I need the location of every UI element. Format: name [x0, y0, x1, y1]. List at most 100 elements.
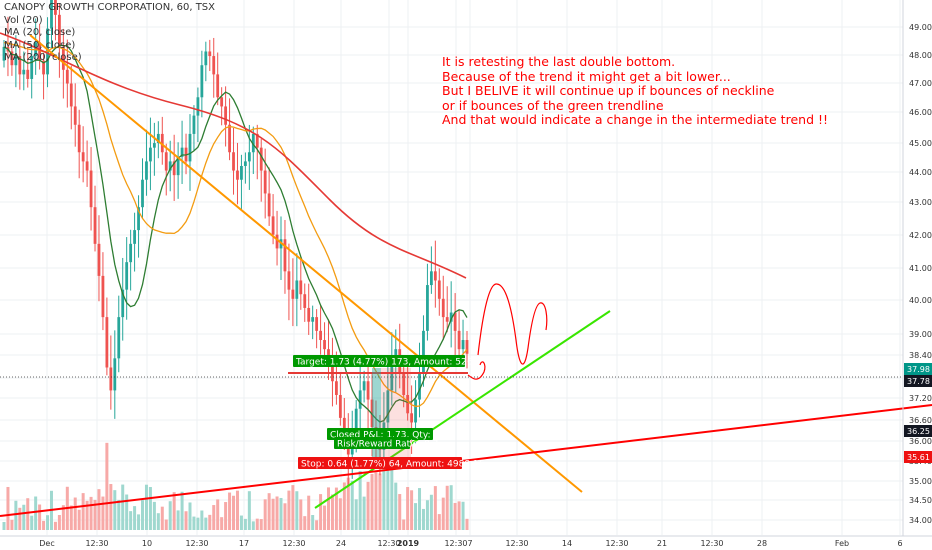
candle-body	[255, 133, 259, 148]
volume-bar	[461, 501, 465, 530]
candle-body	[196, 97, 200, 116]
downtrend-line	[29, 34, 583, 493]
candle-body	[366, 381, 370, 400]
volume-bar	[299, 499, 303, 530]
volume-bar	[390, 466, 394, 530]
volume-bar	[449, 485, 453, 530]
volume-bar	[315, 520, 319, 530]
legend-ma50[interactable]: MA (50, close)	[4, 39, 76, 51]
candle-body	[188, 133, 192, 162]
volume-bar	[192, 516, 196, 530]
x-tick-label: 24	[336, 539, 346, 548]
volume-bar	[30, 515, 34, 530]
volume-bar	[85, 500, 89, 530]
candle-body	[149, 147, 152, 162]
text-annotation[interactable]: It is retesting the last double bottom. …	[442, 54, 828, 128]
trend-lines	[0, 34, 932, 517]
volume-bar	[196, 517, 200, 530]
candle-body	[247, 152, 251, 162]
volume-bar	[437, 514, 441, 530]
volume-bar	[406, 486, 410, 530]
candle-body	[18, 56, 22, 75]
candle-body	[117, 317, 121, 359]
candle-body	[414, 399, 417, 423]
uptrend-line	[314, 310, 611, 509]
volume-bar	[287, 490, 291, 530]
x-tick-label: 7	[467, 539, 472, 548]
volume-bar	[97, 489, 101, 530]
candle-body	[156, 133, 160, 144]
annotation-line: It is retesting the last double bottom.	[442, 54, 676, 69]
candle-body	[54, 0, 57, 15]
volume-bar	[402, 519, 406, 530]
price-tag-box	[904, 451, 932, 463]
y-tick-label: 45.00	[909, 139, 932, 148]
volume-bar	[38, 504, 42, 530]
volume-bar	[133, 506, 137, 530]
candle-body	[113, 358, 117, 391]
volume-bar	[93, 499, 97, 530]
y-tick-label: 47.00	[909, 79, 932, 88]
legend-ma200[interactable]: MA (200, close)	[4, 52, 82, 63]
candle-body	[299, 280, 303, 295]
volume-bar	[184, 511, 188, 530]
legend-volume[interactable]: Vol (20)	[4, 14, 43, 26]
y-tick-label: 38.40	[909, 351, 932, 360]
volume-bar	[334, 487, 338, 530]
legend-ma20[interactable]: MA (20, close)	[4, 27, 76, 38]
volume-bar	[53, 521, 57, 530]
volume-bar	[117, 499, 121, 530]
moving-averages	[0, 32, 468, 423]
candle-body	[433, 271, 437, 281]
volume-bar	[200, 510, 204, 530]
volume-bar	[243, 518, 247, 530]
volume-bar	[255, 518, 259, 530]
y-tick-label: 48.00	[909, 51, 932, 60]
volume-bar	[342, 482, 346, 530]
candle-body	[291, 289, 295, 299]
volume-bar	[156, 513, 160, 530]
candle-body	[441, 298, 445, 318]
y-tick-label: 35.00	[909, 477, 932, 486]
annotation-line: Because of the trend it might get a bit …	[442, 68, 731, 84]
x-tick-label: 14	[562, 539, 572, 548]
y-tick-label: 34.00	[909, 516, 932, 525]
volume-bar	[382, 466, 386, 530]
candle-body	[259, 147, 263, 171]
volume-bar	[10, 519, 14, 530]
candle-body	[422, 330, 425, 373]
volume-bar	[291, 485, 295, 530]
volume-bar	[283, 503, 287, 530]
candle-body	[243, 161, 247, 166]
price-tag-p1: 37.98	[907, 365, 930, 374]
volume-bar	[311, 515, 315, 530]
candle-body	[354, 408, 358, 432]
candle-body	[58, 14, 61, 47]
volume-bar	[386, 469, 390, 530]
volume-bar	[26, 498, 30, 530]
volume-bar	[410, 490, 414, 530]
candle-body	[437, 280, 441, 299]
volume-bar	[358, 471, 362, 530]
volume-bar	[414, 503, 418, 530]
drawn-bounce	[467, 361, 486, 380]
candle-body	[89, 170, 93, 208]
candle-body	[295, 280, 299, 299]
candle-body	[172, 161, 176, 176]
volume-bar	[125, 494, 129, 530]
candle-body	[429, 271, 433, 286]
candle-body	[402, 372, 406, 395]
volume-bar	[425, 500, 429, 530]
legend-symbol[interactable]: CANOPY GROWTH CORPORATION, 60, TSX	[4, 2, 216, 13]
volume-bar	[362, 496, 366, 530]
volume-bar	[46, 515, 50, 530]
volume-bar	[105, 442, 109, 530]
candle-body	[335, 381, 338, 395]
candle-body	[386, 390, 390, 423]
volume-bar	[148, 487, 152, 530]
candle-body	[453, 312, 457, 331]
volume-bar	[73, 497, 77, 530]
volume-bar	[453, 502, 457, 530]
hand-drawn-annotation	[467, 283, 548, 380]
